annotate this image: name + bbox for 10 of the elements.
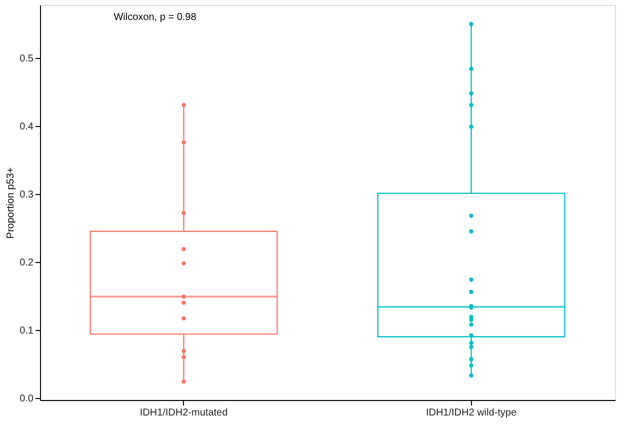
y-tick-label: 0.3: [20, 190, 34, 200]
y-tick-label: 0.2: [20, 257, 34, 268]
y-axis-title: Proportion p53+: [6, 167, 17, 239]
y-tick-label: 0.4: [20, 122, 34, 133]
x-tick-label: IDH1/IDH2-mutated: [140, 408, 228, 418]
y-tick-label: 0.1: [20, 325, 34, 336]
x-tick-label: IDH1/IDH2 wild-type: [426, 408, 517, 418]
y-tick-label: 0.0: [20, 393, 34, 404]
y-tick-label: 0.5: [20, 54, 34, 65]
annotation: Wilcoxon, p = 0.98: [114, 12, 197, 23]
